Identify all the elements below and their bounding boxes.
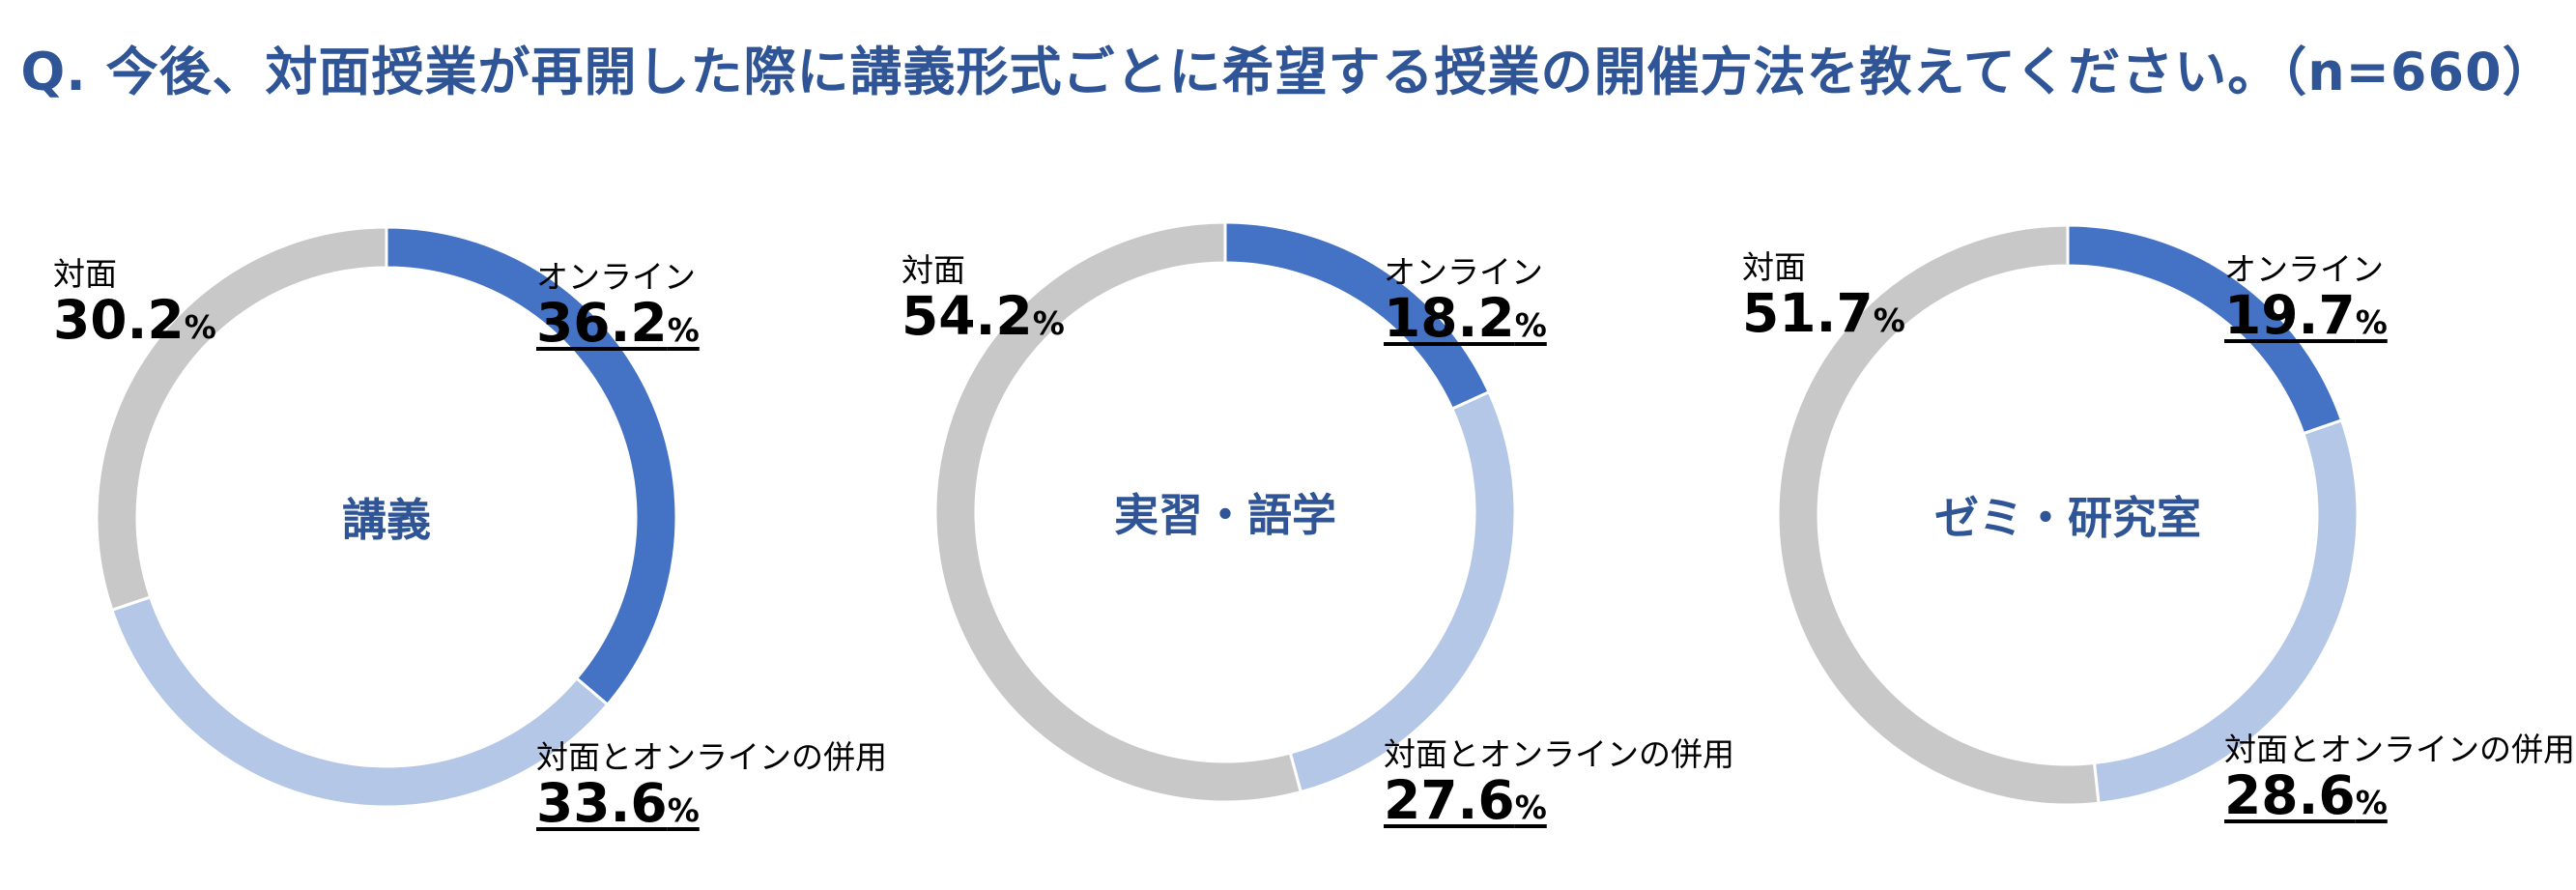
chart-1-mixed-label-group: 対面とオンラインの併用 33.6% (536, 741, 887, 830)
chart-1-face-label: 対面 (53, 255, 117, 293)
chart-3-online-value: 19.7 (2224, 284, 2356, 346)
chart-3-online-unit: % (2355, 303, 2388, 341)
chart-3-mixed-value: 28.6 (2224, 764, 2356, 826)
chart-2-mixed-unit: % (1514, 789, 1547, 826)
chart-1-mixed-unit: % (667, 791, 700, 829)
chart-3-face-value: 51.7 (1742, 282, 1874, 344)
chart-2-online-label: オンライン (1384, 253, 1543, 291)
chart-1-slice-mixed (109, 594, 610, 809)
chart-3-center-label: ゼミ・研究室 (1934, 492, 2201, 544)
chart-2-online-unit: % (1514, 306, 1547, 344)
chart-3-mixed-label-group: 対面とオンラインの併用 28.6% (2224, 733, 2575, 822)
chart-1-online-label: オンライン (536, 258, 696, 296)
chart-2-center-label: 実習・語学 (1114, 489, 1336, 541)
chart-2-online-label-group: オンライン 18.2% (1384, 256, 1547, 345)
chart-1-mixed-label: 対面とオンラインの併用 (536, 738, 887, 776)
chart-2-face-unit: % (1032, 304, 1065, 342)
chart-1-slice-face (95, 225, 388, 613)
chart-3-face-label: 対面 (1742, 248, 1806, 286)
chart-1-face-value: 30.2 (53, 289, 185, 351)
chart-3-face-label-group: 対面 51.7% (1742, 251, 1905, 340)
chart-3-mixed-unit: % (2355, 784, 2388, 821)
chart-2-mixed-label-group: 対面とオンラインの併用 27.6% (1384, 738, 1734, 827)
chart-2-face-label: 対面 (902, 251, 965, 289)
chart-2-slice-face (933, 220, 1303, 804)
chart-1-face-unit: % (184, 308, 216, 346)
chart-1-mixed-value: 33.6 (536, 772, 668, 834)
chart-3-face-unit: % (1873, 301, 1905, 339)
chart-1-online-label-group: オンライン 36.2% (536, 261, 700, 350)
chart-2-slice-mixed (1288, 389, 1517, 794)
chart-2-mixed-label: 対面とオンラインの併用 (1384, 735, 1734, 773)
chart-2-face-value: 54.2 (902, 285, 1033, 347)
chart-2-mixed-value: 27.6 (1384, 769, 1515, 831)
chart-3-mixed-label: 対面とオンラインの併用 (2224, 731, 2575, 768)
chart-2-face-label-group: 対面 54.2% (902, 254, 1065, 343)
chart-3-slice-face (1776, 223, 2101, 807)
chart-2-online-value: 18.2 (1384, 287, 1515, 349)
page-title: Q. 今後、対面授業が再開した際に講義形式ごとに希望する授業の開催方法を教えてく… (20, 42, 2556, 102)
chart-1-center-label: 講義 (342, 494, 431, 546)
chart-1-face-label-group: 対面 30.2% (53, 258, 216, 347)
chart-1-online-unit: % (667, 311, 700, 349)
chart-1-online-value: 36.2 (536, 292, 668, 354)
chart-3-online-label-group: オンライン 19.7% (2224, 253, 2388, 342)
chart-3-online-label: オンライン (2224, 250, 2384, 288)
